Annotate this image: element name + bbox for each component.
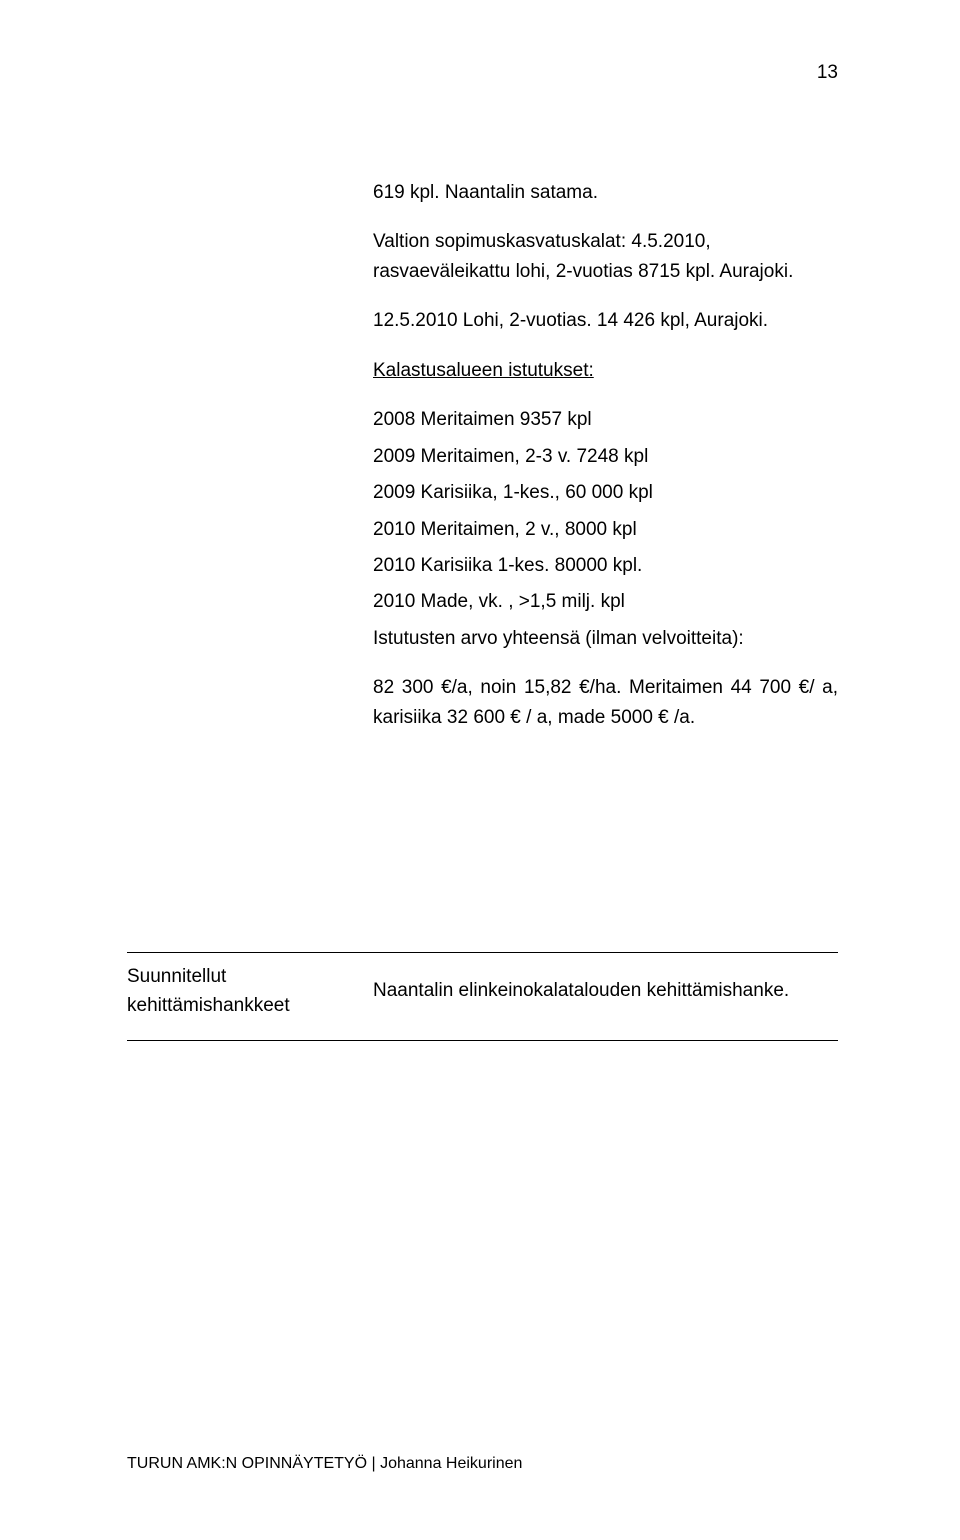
row-label-line: kehittämishankkeet [127,991,357,1020]
list-item: 2010 Karisiika 1-kes. 80000 kpl. [373,551,838,580]
footer-text: TURUN AMK:N OPINNÄYTETYÖ | Johanna Heiku… [127,1455,522,1473]
list-item: 2008 Meritaimen 9357 kpl [373,405,838,434]
row-label-line: Suunnitellut [127,962,357,991]
paragraph-line: rasvaeväleikattu lohi, 2-vuotias 8715 kp… [373,257,838,286]
list-item: Istutusten arvo yhteensä (ilman velvoitt… [373,624,838,653]
paragraph-line: 619 kpl. Naantalin satama. [373,178,838,207]
main-content: 619 kpl. Naantalin satama. Valtion sopim… [373,178,838,752]
list-item: 2010 Made, vk. , >1,5 milj. kpl [373,587,838,616]
section-heading: Kalastusalueen istutukset: [373,356,838,385]
summary-paragraph: 82 300 €/a, noin 15,82 €/ha. Meritaimen … [373,673,838,732]
page-number: 13 [817,62,838,84]
paragraph: Valtion sopimuskasvatuskalat: 4.5.2010, … [373,227,838,286]
list-item: 2009 Meritaimen, 2-3 v. 7248 kpl [373,442,838,471]
list-item: 2010 Meritaimen, 2 v., 8000 kpl [373,515,838,544]
row-value: Naantalin elinkeinokalatalouden kehittäm… [373,976,838,1005]
divider [127,952,838,953]
paragraph-line: Valtion sopimuskasvatuskalat: 4.5.2010, [373,227,838,256]
table-row: Suunnitellut kehittämishankkeet Naantali… [127,962,838,1036]
row-label: Suunnitellut kehittämishankkeet [127,962,357,1021]
stocking-list: 2008 Meritaimen 9357 kpl 2009 Meritaimen… [373,405,838,653]
list-item: 2009 Karisiika, 1-kes., 60 000 kpl [373,478,838,507]
divider [127,1040,838,1041]
paragraph-line: 12.5.2010 Lohi, 2-vuotias. 14 426 kpl, A… [373,306,838,335]
